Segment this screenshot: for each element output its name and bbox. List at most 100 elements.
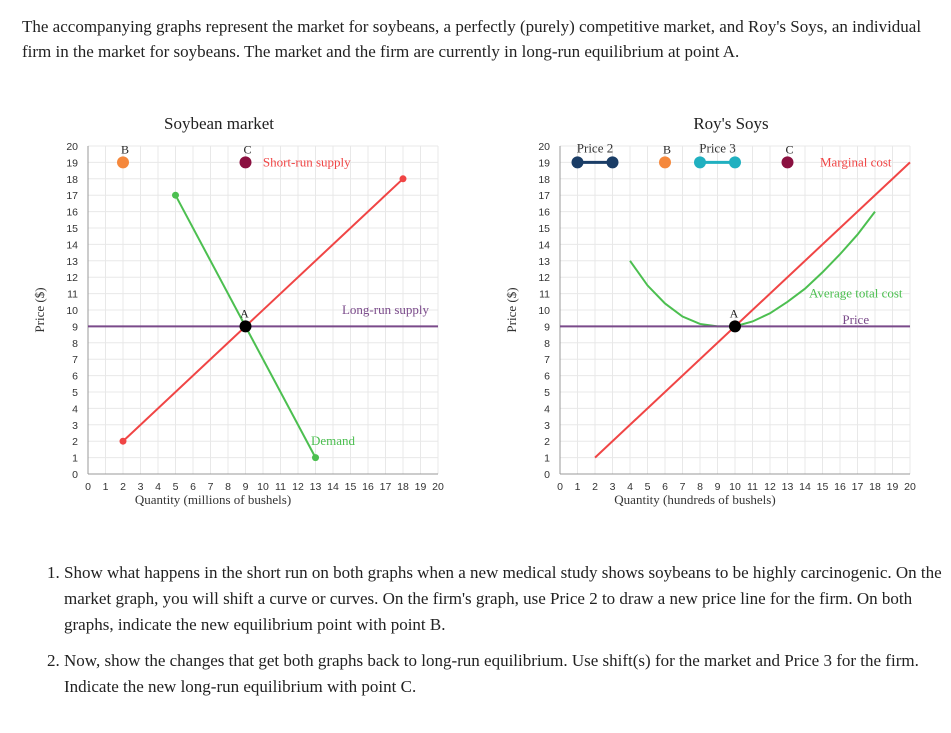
line-endpoint-handle[interactable]: [312, 454, 319, 462]
question-list: Show what happens in the short run on bo…: [40, 560, 951, 710]
x-tick-label: 16: [362, 481, 374, 493]
point-a-marker[interactable]: [239, 320, 252, 333]
x-tick-label: 7: [680, 481, 686, 493]
series-label: Demand: [311, 433, 356, 448]
y-tick-label: 14: [538, 239, 550, 251]
x-tick-label: 4: [155, 481, 161, 493]
y-tick-label: 7: [72, 354, 78, 366]
point-b-label: B: [663, 142, 671, 156]
price-line-handle[interactable]: [571, 156, 584, 169]
y-tick-label: 11: [539, 289, 550, 301]
y-tick-label: 2: [72, 436, 78, 448]
y-tick-label: 2: [544, 436, 550, 448]
y-tick-label: 20: [538, 141, 550, 153]
x-tick-label: 9: [715, 481, 721, 493]
y-tick-label: 15: [66, 223, 78, 235]
point-a-label: A: [730, 306, 739, 320]
x-tick-label: 8: [225, 481, 231, 493]
x-tick-label: 3: [138, 481, 144, 493]
point-a-label: A: [240, 306, 249, 320]
x-tick-label: 15: [345, 481, 357, 493]
x-tick-label: 12: [764, 481, 776, 493]
chart-title: Roy's Soys: [693, 114, 768, 133]
y-tick-label: 19: [538, 157, 550, 169]
x-tick-label: 0: [85, 481, 91, 493]
x-tick-label: 16: [834, 481, 846, 493]
x-tick-label: 6: [662, 481, 668, 493]
y-tick-label: 3: [544, 420, 550, 432]
x-tick-label: 6: [190, 481, 196, 493]
y-tick-label: 7: [544, 354, 550, 366]
point-c-label: C: [785, 142, 793, 156]
y-tick-label: 14: [66, 239, 78, 251]
y-tick-label: 5: [544, 387, 550, 399]
x-tick-label: 18: [869, 481, 881, 493]
line-endpoint-handle[interactable]: [399, 175, 407, 183]
x-tick-label: 20: [432, 481, 444, 493]
price-line-handle[interactable]: [694, 156, 706, 169]
intro-text: The accompanying graphs represent the ma…: [22, 17, 922, 61]
y-tick-label: 6: [72, 371, 78, 383]
x-tick-label: 11: [275, 481, 286, 493]
x-tick-label: 14: [799, 481, 811, 493]
point-c-marker[interactable]: [239, 156, 252, 169]
y-tick-label: 0: [544, 469, 550, 481]
y-tick-label: 18: [538, 174, 550, 186]
y-tick-label: 10: [66, 305, 78, 317]
x-tick-label: 13: [782, 481, 794, 493]
y-tick-label: 4: [72, 403, 78, 415]
y-tick-label: 18: [66, 174, 78, 186]
x-tick-label: 17: [380, 481, 392, 493]
series-label: Average total cost: [809, 286, 903, 301]
x-tick-label: 2: [120, 481, 126, 493]
point-b-marker[interactable]: [117, 156, 129, 169]
series-label: Marginal cost: [820, 154, 892, 169]
x-tick-label: 0: [557, 481, 563, 493]
series-line-short-run-supply[interactable]: [122, 178, 404, 442]
x-tick-label: 17: [852, 481, 864, 493]
y-tick-label: 6: [544, 371, 550, 383]
chart-title: Soybean market: [164, 114, 274, 133]
series-line-marginal-cost[interactable]: [594, 161, 911, 459]
series-line-average-total-cost[interactable]: [629, 210, 876, 328]
x-tick-label: 12: [292, 481, 304, 493]
y-tick-label: 3: [72, 420, 78, 432]
x-tick-label: 19: [887, 481, 899, 493]
point-b-marker[interactable]: [659, 156, 671, 169]
line-endpoint-handle[interactable]: [172, 191, 179, 199]
x-tick-label: 1: [103, 481, 109, 493]
x-tick-label: 3: [610, 481, 616, 493]
y-tick-label: 8: [72, 338, 78, 350]
y-tick-label: 4: [544, 403, 550, 415]
y-tick-label: 1: [544, 453, 550, 465]
x-tick-label: 11: [747, 481, 758, 493]
series-label: Short-run supply: [263, 154, 351, 169]
point-a-marker[interactable]: [729, 320, 741, 333]
x-tick-label: 13: [310, 481, 322, 493]
x-tick-label: 15: [817, 481, 829, 493]
point-c-marker[interactable]: [781, 156, 794, 169]
x-tick-label: 10: [257, 481, 269, 493]
line-endpoint-handle[interactable]: [119, 437, 127, 445]
x-tick-label: 7: [208, 481, 214, 493]
y-tick-label: 8: [544, 338, 550, 350]
question-2: Now, show the changes that get both grap…: [64, 648, 951, 700]
price-line-label: Price 2: [577, 140, 613, 155]
y-axis-label: Price ($): [32, 287, 47, 332]
x-axis-label: Quantity (hundreds of bushels): [614, 492, 775, 507]
y-tick-label: 13: [66, 256, 78, 268]
point-b-label: B: [121, 142, 129, 156]
series-label: Long-run supply: [342, 302, 430, 317]
x-tick-label: 14: [327, 481, 339, 493]
point-c-label: C: [243, 142, 251, 156]
y-tick-label: 10: [538, 305, 550, 317]
y-tick-label: 12: [538, 272, 550, 284]
x-tick-label: 5: [173, 481, 179, 493]
x-tick-label: 20: [904, 481, 916, 493]
price-line-handle[interactable]: [606, 156, 619, 169]
price-line-handle[interactable]: [729, 156, 741, 169]
x-tick-label: 4: [627, 481, 633, 493]
y-tick-label: 17: [538, 190, 550, 202]
